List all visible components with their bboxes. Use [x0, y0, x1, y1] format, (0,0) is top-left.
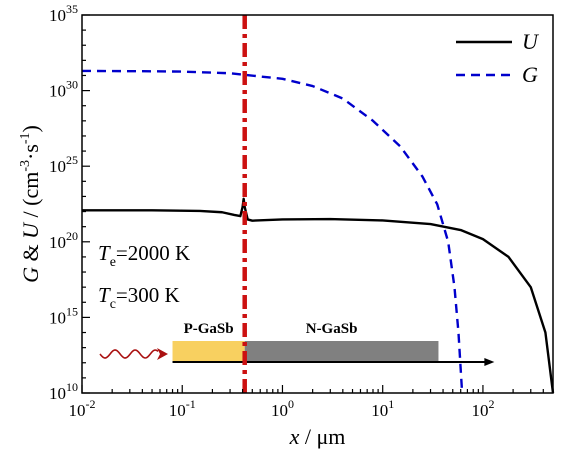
x-tick-label: 102	[471, 397, 494, 420]
x-tick-label: 10-2	[69, 397, 96, 420]
annotation-tc: Tc=300 K	[98, 283, 180, 312]
region-label-0: P-GaSb	[184, 321, 234, 337]
labels: x / μm G & U / (cm-3·s-1) Te=2000 K Tc=300 …	[18, 125, 345, 449]
axes-box	[81, 14, 554, 394]
series-line-G	[81, 69, 464, 394]
series-group	[81, 15, 555, 394]
x-tick-label: 101	[371, 397, 394, 420]
annotation-te: Te=2000 K	[98, 241, 190, 270]
region-bar-1	[244, 341, 439, 362]
y-tick-label: 1030	[49, 78, 78, 101]
y-tick-label: 1025	[49, 153, 78, 176]
y-tick-label: 1020	[49, 229, 78, 252]
radiation-wave	[99, 349, 159, 359]
legend: UG	[456, 29, 540, 87]
legend-label-U: U	[522, 29, 540, 54]
x-tick-label: 10-1	[169, 397, 196, 420]
y-tick-label: 1015	[49, 304, 78, 327]
y-axis-label: G & U / (cm-3·s-1)	[18, 125, 43, 283]
series-line-U	[82, 197, 555, 394]
device-axis-arrowhead	[484, 358, 495, 366]
device-schematic: P-GaSb N-GaSb	[99, 321, 495, 366]
x-axis-label: x / μm	[289, 424, 346, 449]
y-tick-label: 1010	[49, 380, 78, 403]
region-bar-0	[172, 341, 245, 362]
radiation-arrowhead	[157, 348, 168, 360]
axes-frame	[81, 14, 554, 394]
legend-label-G: G	[522, 62, 538, 87]
x-tick-label: 100	[271, 397, 294, 420]
region-label-1: N-GaSb	[306, 321, 358, 337]
y-tick-label: 1035	[49, 2, 78, 25]
ticks: 10-2 10-1 100 101 102 1010 1015 1020 1025 1030 103…	[49, 2, 554, 420]
